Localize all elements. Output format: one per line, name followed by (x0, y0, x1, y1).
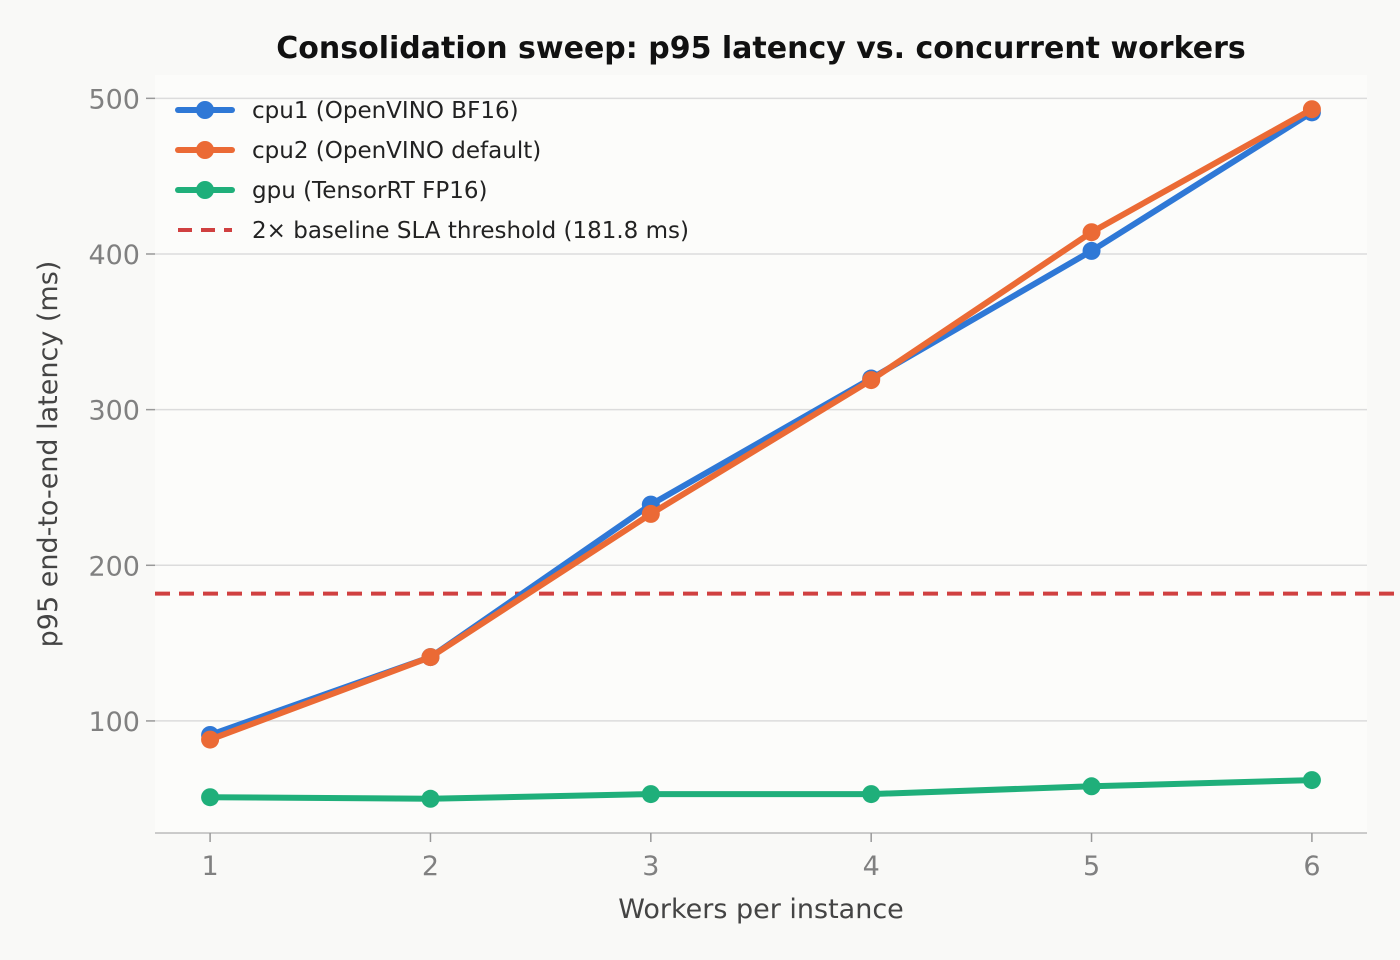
y-tick-label: 400 (88, 240, 140, 271)
data-point (421, 648, 440, 667)
data-point (641, 504, 660, 523)
x-ticks: 1 2 3 4 5 6 (201, 833, 1321, 882)
chart-title: Consolidation sweep: p95 latency vs. con… (276, 31, 1245, 66)
data-point (1302, 771, 1321, 790)
x-axis-label: Workers per instance (618, 894, 904, 925)
data-point (641, 785, 660, 804)
x-tick-label: 1 (201, 851, 218, 882)
y-tick-label: 300 (88, 396, 140, 427)
legend-label: gpu (TensorRT FP16) (252, 178, 487, 204)
series-1 (201, 100, 1321, 749)
y-tick-label: 500 (88, 84, 140, 115)
legend-label: cpu2 (OpenVINO default) (252, 138, 541, 164)
legend-label: cpu1 (OpenVINO BF16) (252, 98, 519, 124)
legend-marker (196, 181, 214, 199)
series-line (207, 106, 1315, 743)
series-2 (201, 771, 1321, 808)
data-point (862, 785, 881, 804)
y-ticks: 100 200 300 400 500 (88, 84, 155, 738)
data-point (1082, 777, 1101, 796)
x-tick-label: 4 (863, 851, 880, 882)
data-point (201, 730, 220, 749)
legend-marker (196, 141, 214, 159)
x-tick-label: 3 (642, 851, 659, 882)
x-tick-label: 2 (422, 851, 439, 882)
x-tick-label: 6 (1303, 851, 1320, 882)
legend-marker (196, 101, 214, 119)
legend: cpu1 (OpenVINO BF16) cpu2 (OpenVINO defau… (175, 98, 689, 244)
y-axis-label: p95 end-to-end latency (ms) (33, 261, 64, 648)
y-tick-label: 200 (88, 551, 140, 582)
series-layer (201, 100, 1321, 808)
y-tick-label: 100 (88, 707, 140, 738)
x-tick-label: 5 (1083, 851, 1100, 882)
data-point (1082, 241, 1101, 260)
data-point (201, 788, 220, 807)
grid-lines (155, 97, 1367, 722)
data-point (1302, 100, 1321, 119)
data-point (1082, 223, 1101, 242)
data-point (421, 789, 440, 808)
legend-label: 2× baseline SLA threshold (181.8 ms) (252, 218, 689, 244)
data-point (862, 371, 881, 390)
series-line (207, 777, 1315, 802)
